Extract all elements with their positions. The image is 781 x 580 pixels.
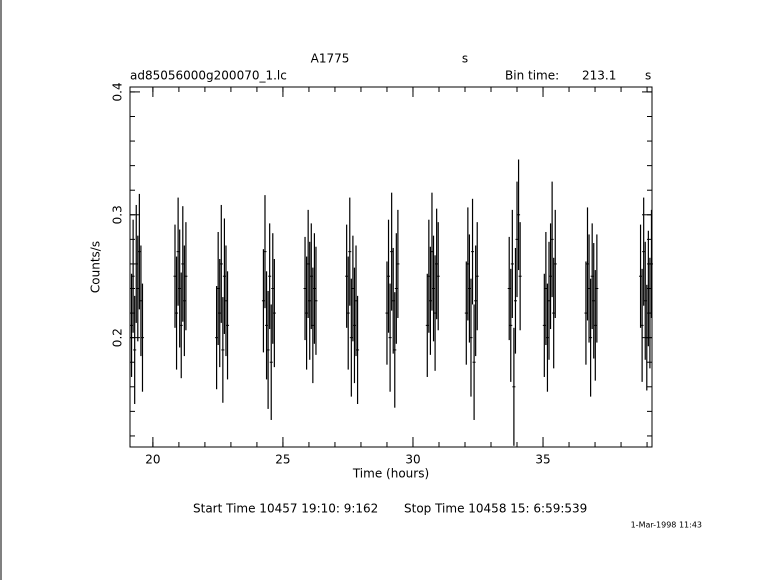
start-time: Start Time 10457 19:10: 9:162 — [193, 502, 378, 516]
chart-title: A1775 — [311, 52, 350, 66]
y-tick-label: 0.3 — [111, 205, 125, 224]
bin-time: 213.1 — [582, 69, 616, 83]
x-tick-label: 20 — [145, 453, 160, 467]
x-tick-label: 35 — [535, 453, 550, 467]
bin-time-unit: s — [645, 69, 651, 83]
date-stamp: 1-Mar-1998 11:43 — [631, 521, 702, 530]
x-axis-label: Time (hours) — [352, 467, 429, 481]
file-label: ad85056000g200070_1.lc — [130, 69, 287, 83]
title-unit: s — [462, 52, 468, 66]
x-tick-label: 25 — [275, 453, 290, 467]
y-tick-label: 0.4 — [111, 82, 125, 101]
bin-time-label: Bin time: — [505, 69, 559, 83]
plot-frame — [129, 86, 653, 448]
y-tick-label: 0.2 — [111, 328, 125, 347]
stop-time: Stop Time 10458 15: 6:59:539 — [404, 502, 587, 516]
y-axis-label: Counts/s — [89, 241, 103, 293]
x-tick-label: 30 — [405, 453, 420, 467]
